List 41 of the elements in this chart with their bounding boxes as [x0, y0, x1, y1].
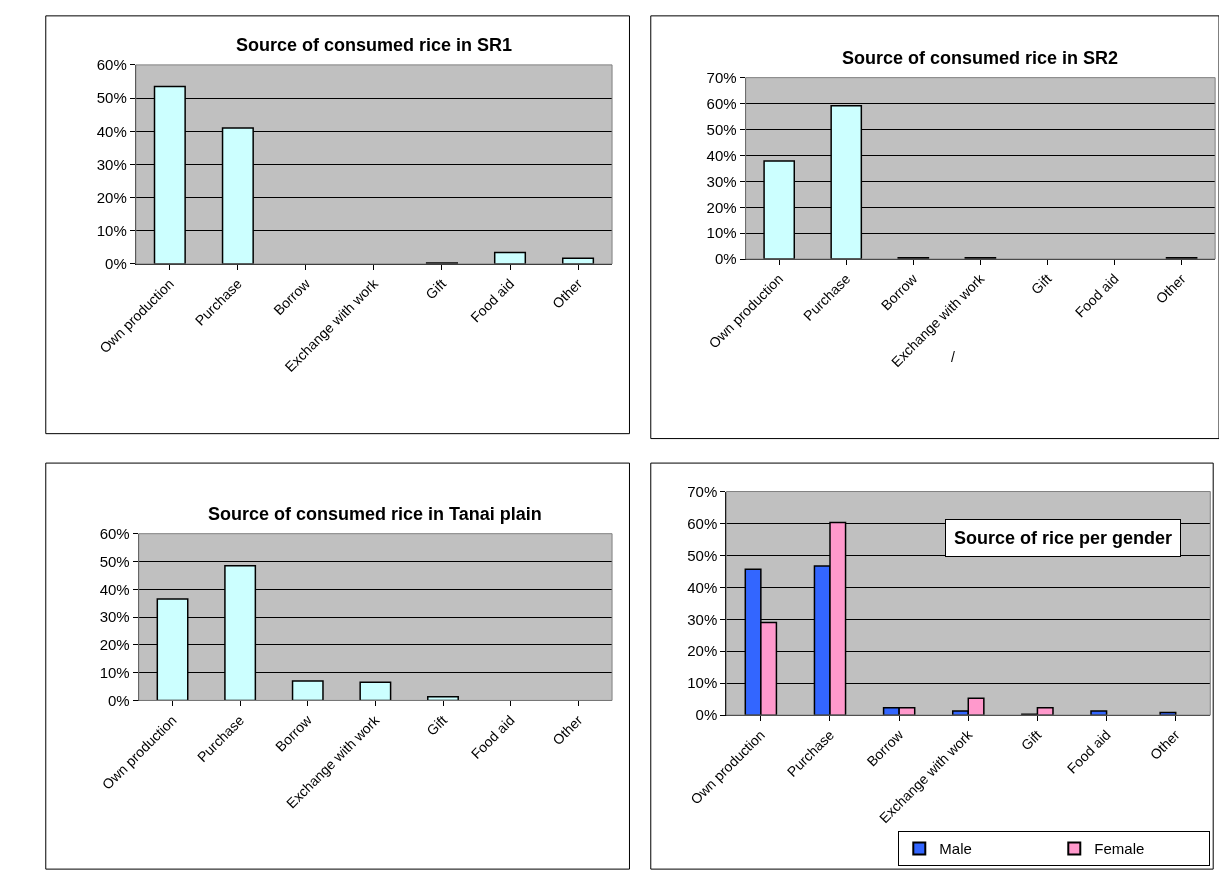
legend-label: Male — [939, 840, 972, 858]
y-tick-label: 60% — [96, 56, 127, 74]
y-tick-label: 20% — [96, 188, 127, 206]
y-tick-label: 10% — [706, 224, 737, 242]
x-tick-label: Gift — [422, 275, 450, 303]
y-tick-label: 50% — [96, 89, 127, 107]
y-tick-label: 40% — [687, 578, 718, 596]
x-tick-label: Gift — [423, 711, 451, 739]
x-tick-label: Gift — [1017, 726, 1045, 754]
y-tick-label: 60% — [687, 514, 718, 532]
y-tick-label: 50% — [687, 546, 718, 564]
y-tick-label: 20% — [706, 198, 737, 216]
y-tick-label: 40% — [99, 580, 130, 598]
y-tick-label: 10% — [96, 222, 127, 240]
y-tick-label: 0% — [105, 255, 127, 273]
y-tick-label: 10% — [687, 674, 718, 692]
y-tick-label: 70% — [706, 68, 737, 86]
y-tick-label: 0% — [695, 706, 718, 724]
y-tick-label: 70% — [687, 482, 718, 500]
x-tick-label: Gift — [1027, 270, 1055, 298]
y-tick-label: 40% — [706, 146, 737, 164]
y-tick-label: 30% — [706, 172, 737, 190]
text: Source of rice per gender — [954, 528, 1173, 548]
y-tick-label: 30% — [687, 610, 718, 628]
chart-title: Source of consumed rice in SR2 — [842, 48, 1119, 68]
y-tick-label: 0% — [714, 250, 737, 268]
y-tick-label: 0% — [108, 691, 130, 709]
y-tick-label: 30% — [99, 608, 130, 626]
chart-title: Source of consumed rice in SR1 — [236, 35, 513, 55]
text: / — [951, 349, 955, 365]
y-tick-label: 30% — [96, 155, 127, 173]
chart-title: Source of consumed rice in Tanai plain — [208, 504, 542, 524]
y-tick-label: 20% — [687, 642, 718, 660]
y-tick-label: 60% — [706, 94, 737, 112]
legend-label: Female — [1094, 840, 1145, 858]
y-tick-label: 50% — [99, 552, 130, 570]
y-tick-label: 60% — [99, 524, 130, 542]
y-tick-label: 10% — [99, 663, 130, 681]
y-tick-label: 50% — [706, 120, 737, 138]
y-tick-label: 20% — [99, 636, 130, 654]
y-tick-label: 40% — [96, 122, 127, 140]
